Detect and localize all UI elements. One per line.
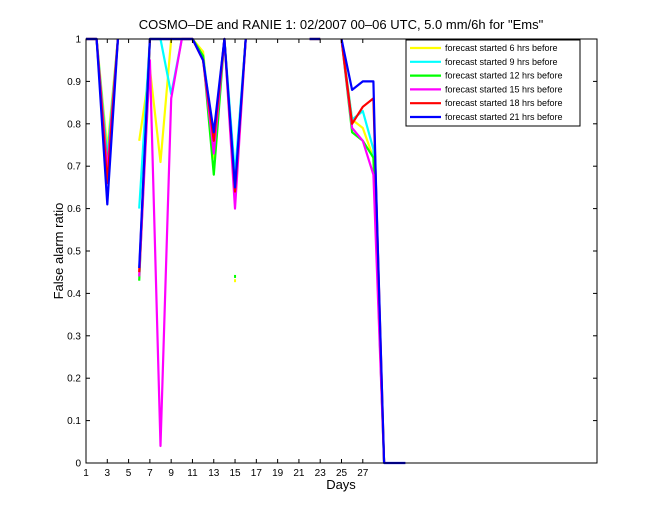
y-axis-title: False alarm ratio [51,203,66,300]
legend-label-5: forecast started 21 hrs before [445,112,563,122]
y-tick-label-0: 0 [75,459,81,470]
legend-label-2: forecast started 12 hrs before [445,71,563,81]
legend-label-1: forecast started 9 hrs before [445,57,558,67]
y-tick-label-7: 0.7 [67,162,81,173]
stray-point-0 [234,274,237,278]
x-tick-label-7: 15 [229,468,241,479]
x-tick-label-2: 5 [126,468,132,479]
x-tick-label-5: 11 [187,468,198,479]
y-tick-label-5: 0.5 [67,247,81,258]
legend: forecast started 6 hrs before forecast st… [405,39,581,127]
legend-label-4: forecast started 18 hrs before [445,98,563,108]
legend-label-0: forecast started 6 hrs before [445,43,558,53]
axes-layer: 1 3 5 7 9 11 13 15 17 19 21 23 25 2700.10.20.30.40.50… [67,35,598,479]
x-tick-label-3: 7 [147,468,153,479]
stray-point-1 [234,279,237,283]
x-axis-title: Days [326,477,356,492]
x-tick-label-8: 17 [251,468,263,479]
x-tick-label-6: 13 [208,468,220,479]
x-tick-label-4: 9 [168,468,174,479]
y-tick-label-9: 0.9 [67,77,81,88]
x-tick-label-1: 3 [105,468,111,479]
legend-label-3: forecast started 15 hrs before [445,84,563,94]
x-tick-label-9: 19 [272,468,284,479]
x-tick-label-0: 1 [83,468,89,479]
y-tick-label-6: 0.6 [67,204,81,215]
y-tick-label-10: 1 [75,35,81,46]
y-tick-label-8: 0.8 [67,119,81,130]
y-tick-label-4: 0.4 [67,289,81,300]
x-tick-label-12: 25 [336,468,348,479]
x-tick-label-13: 27 [357,468,369,479]
y-tick-label-2: 0.2 [67,374,81,385]
y-tick-label-3: 0.3 [67,331,81,342]
legend-box [405,39,581,127]
x-tick-label-11: 23 [315,468,327,479]
y-tick-label-1: 0.1 [67,416,81,427]
chart-title: COSMO–DE and RANIE 1: 02/2007 00–06 UTC,… [139,17,544,32]
legend-items: forecast started 6 hrs before forecast st… [410,43,563,122]
x-tick-label-10: 21 [293,468,305,479]
